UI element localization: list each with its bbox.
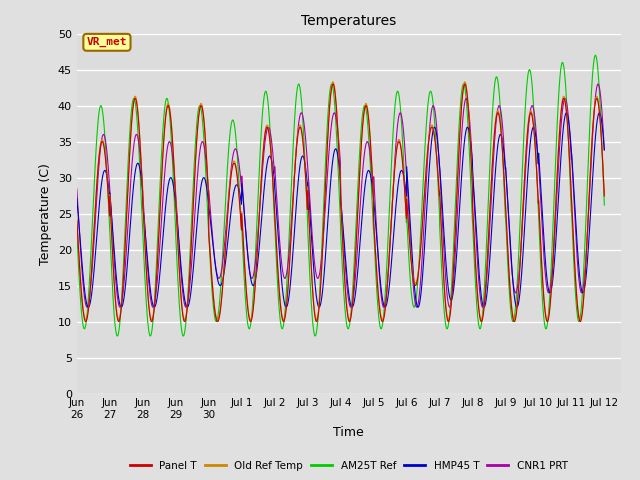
X-axis label: Time: Time: [333, 426, 364, 439]
Text: VR_met: VR_met: [86, 37, 127, 48]
Y-axis label: Temperature (C): Temperature (C): [39, 163, 52, 264]
Legend: Panel T, Old Ref Temp, AM25T Ref, HMP45 T, CNR1 PRT: Panel T, Old Ref Temp, AM25T Ref, HMP45 …: [126, 456, 572, 475]
Title: Temperatures: Temperatures: [301, 14, 396, 28]
